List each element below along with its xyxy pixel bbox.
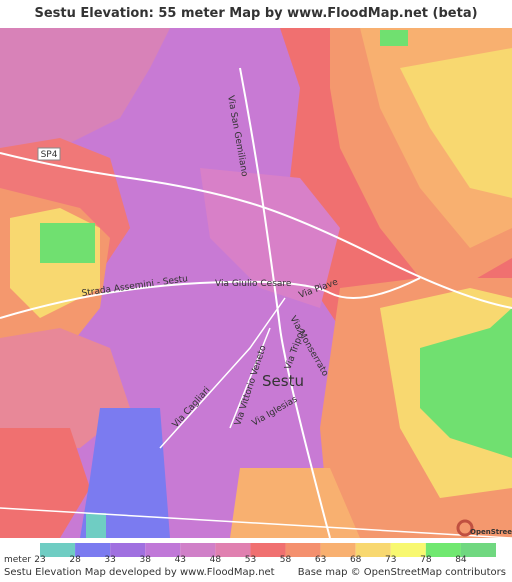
legend-label: 58 [280,555,292,564]
road [159,297,286,449]
legend-label: 68 [350,555,362,564]
elevation-map: SP4 Via San Gemiliano Strada Assemini - … [0,28,512,538]
legend-label: 48 [210,555,222,564]
legend-swatch [215,543,251,557]
road [0,152,512,309]
credit: Base map © OpenStreetMap contributors [297,567,506,578]
terrain [0,428,90,538]
terrain [420,308,512,458]
terrain [230,468,360,538]
terrain [380,30,408,46]
legend-unit: meter [4,555,31,564]
legend: meter 23 28 33 38 43 48 53 58 63 68 73 78 84 [4,543,496,564]
legend-swatch [40,543,76,557]
terrain [40,223,95,263]
osm-logo [456,519,474,537]
road-shield [37,147,61,161]
road-label: Via Giulio Cesare [215,279,292,289]
legend-swatch [180,543,216,557]
legend-label: 84 [455,555,467,564]
legend-swatch [250,543,286,557]
road-label: SP4 [41,150,58,160]
legend-label: 33 [104,555,115,564]
legend-swatch [110,543,146,557]
legend-swatch [460,543,496,557]
legend-label: 43 [175,555,186,564]
legend-swatch [390,543,426,557]
terrain [0,28,170,168]
osm-label: OpenStreetMap [470,528,512,536]
legend-swatch [285,543,321,557]
legend-label: 78 [420,555,432,564]
terrain [400,48,512,198]
terrain [86,513,106,538]
legend-label: 53 [245,555,256,564]
map-title: Sestu Elevation: 55 meter Map by www.Flo… [34,6,478,21]
terrain [0,328,130,448]
road [229,327,271,429]
legend-swatch [355,543,391,557]
legend-label: 73 [385,555,396,564]
road [0,507,512,538]
credit: Sestu Elevation Map developed by www.Flo… [4,567,275,578]
road [239,67,331,538]
legend-label: 28 [69,555,81,564]
legend-label: 23 [34,555,45,564]
terrain [80,408,170,538]
terrain [200,168,340,308]
legend-swatch [75,543,111,557]
place-label: Sestu [262,372,304,390]
legend-label: 63 [315,555,326,564]
legend-swatch [425,543,461,557]
legend-swatch [320,543,356,557]
legend-swatch [145,543,181,557]
legend-label: 38 [140,555,152,564]
road [0,277,421,319]
